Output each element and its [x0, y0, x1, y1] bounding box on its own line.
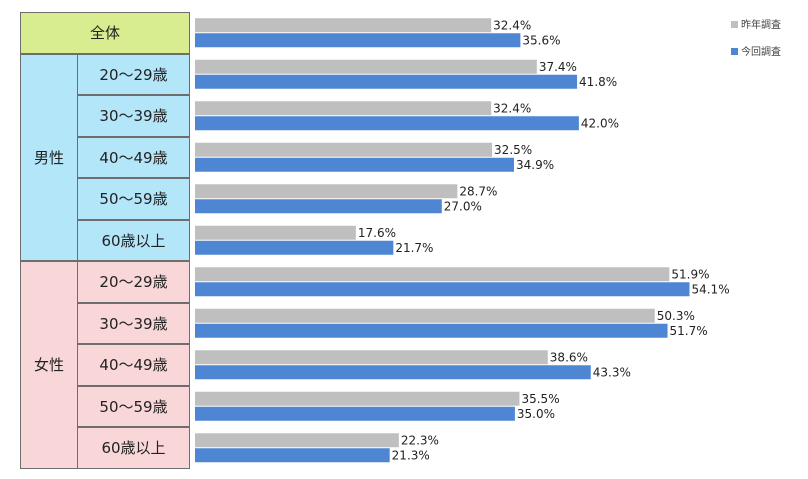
row-label-1-0: 20～29歳 — [77, 53, 190, 95]
value-label-1-2-1: 34.9% — [516, 158, 554, 172]
value-label-1-0-0: 37.4% — [539, 60, 577, 74]
row-label-1-3: 50～59歳 — [77, 178, 190, 220]
row-label-1-4: 60歳以上 — [77, 219, 190, 261]
row-label-1-2: 40～49歳 — [77, 136, 190, 178]
value-label-2-3-1: 35.0% — [517, 407, 555, 421]
value-label-1-1-0: 32.4% — [493, 101, 531, 115]
value-label-2-3-0: 35.5% — [521, 392, 559, 406]
bar-1-3-0 — [195, 184, 458, 199]
value-label-2-2-0: 38.6% — [550, 350, 588, 364]
value-label-2-4-0: 22.3% — [401, 433, 439, 447]
bar-0-0-0 — [195, 18, 492, 33]
legend-swatch-0 — [731, 21, 738, 28]
bar-2-4-0 — [195, 433, 399, 448]
value-label-2-0-1: 54.1% — [691, 282, 729, 296]
row-label-2-0: 20～29歳 — [77, 261, 190, 303]
value-label-1-1-1: 42.0% — [581, 116, 619, 130]
bar-1-3-1 — [195, 199, 442, 214]
bar-1-2-1 — [195, 157, 514, 172]
row-label-2-2: 40～49歳 — [77, 344, 190, 386]
value-label-0-0-1: 35.6% — [522, 33, 560, 47]
value-label-1-3-0: 28.7% — [459, 184, 497, 198]
bar-2-2-0 — [195, 350, 548, 365]
row-label-2-4: 60歳以上 — [77, 427, 190, 469]
value-label-1-0-1: 41.8% — [579, 75, 617, 89]
bar-2-3-0 — [195, 391, 520, 406]
row-label-1-1: 30～39歳 — [77, 95, 190, 137]
bar-1-0-0 — [195, 59, 537, 74]
bar-2-0-0 — [195, 267, 670, 282]
value-label-2-1-0: 50.3% — [657, 309, 695, 323]
bar-0-0-1 — [195, 33, 521, 48]
row-label-2-1: 30～39歳 — [77, 302, 190, 344]
legend-swatch-1 — [731, 48, 738, 55]
value-label-0-0-0: 32.4% — [493, 18, 531, 32]
bar-2-3-1 — [195, 406, 515, 421]
bar-1-4-0 — [195, 225, 356, 240]
value-label-1-2-0: 32.5% — [494, 143, 532, 157]
row-label-2-3: 50～59歳 — [77, 385, 190, 427]
group-label-2: 女性 — [20, 261, 78, 469]
value-label-2-2-1: 43.3% — [593, 365, 631, 379]
bar-1-1-1 — [195, 116, 579, 131]
value-label-1-3-1: 27.0% — [444, 199, 482, 213]
bar-1-4-1 — [195, 240, 394, 255]
legend-label-0: 昨年調査 — [741, 18, 781, 31]
value-label-1-4-0: 17.6% — [358, 226, 396, 240]
value-label-2-1-1: 51.7% — [670, 324, 708, 338]
bar-2-4-1 — [195, 448, 390, 463]
value-label-1-4-1: 21.7% — [395, 241, 433, 255]
value-label-2-0-0: 51.9% — [671, 267, 709, 281]
legend-label-1: 今回調査 — [741, 45, 781, 58]
value-label-2-4-1: 21.3% — [392, 448, 430, 462]
bar-2-2-1 — [195, 365, 591, 380]
bar-2-1-1 — [195, 323, 668, 338]
bar-2-0-1 — [195, 282, 690, 297]
bar-1-2-0 — [195, 142, 493, 157]
bar-1-1-0 — [195, 101, 492, 116]
group-label-1: 男性 — [20, 53, 78, 261]
bar-1-0-1 — [195, 74, 578, 89]
group-label-0: 全体 — [20, 12, 190, 54]
bar-2-1-0 — [195, 308, 655, 323]
